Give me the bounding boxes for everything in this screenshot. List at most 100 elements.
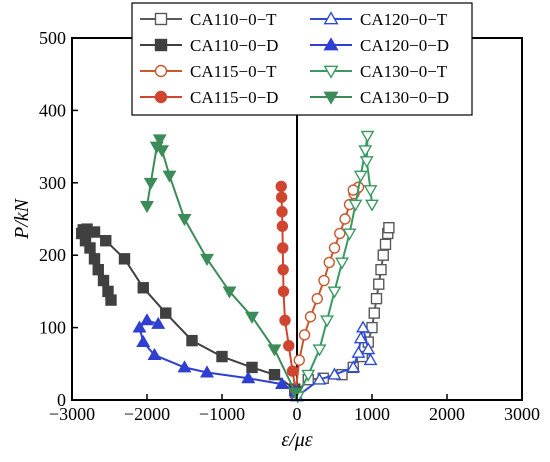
x-tick-label: 2000 bbox=[429, 404, 465, 424]
data-point bbox=[276, 206, 288, 218]
data-point bbox=[277, 263, 289, 276]
legend-label: CA130−0−D bbox=[360, 88, 449, 107]
x-tick-label: −1000 bbox=[199, 404, 245, 424]
data-point bbox=[360, 130, 375, 143]
data-point bbox=[288, 387, 303, 400]
data-point bbox=[275, 376, 289, 390]
data-point bbox=[277, 242, 289, 254]
data-point bbox=[216, 350, 228, 363]
data-point bbox=[346, 360, 361, 373]
series-line bbox=[146, 138, 297, 394]
legend-item: CA110−0−T bbox=[140, 10, 277, 29]
data-point bbox=[377, 249, 389, 261]
series-4 bbox=[275, 180, 302, 400]
data-point bbox=[140, 313, 154, 326]
data-point bbox=[241, 371, 256, 384]
data-point bbox=[100, 235, 112, 247]
legend-marker bbox=[154, 12, 168, 26]
data-point bbox=[327, 367, 342, 380]
data-point bbox=[149, 141, 164, 154]
data-point bbox=[246, 361, 258, 374]
x-tick-label: 1000 bbox=[354, 404, 390, 424]
legend-item: CA130−0−T bbox=[310, 62, 448, 81]
data-point bbox=[327, 286, 342, 299]
data-point bbox=[298, 329, 311, 341]
data-point bbox=[334, 227, 346, 240]
data-point bbox=[379, 238, 392, 251]
data-point bbox=[275, 180, 287, 193]
data-point bbox=[301, 369, 316, 382]
legend-box bbox=[131, 2, 473, 116]
data-point bbox=[279, 314, 291, 327]
data-point bbox=[97, 274, 110, 287]
x-tick-label: 0 bbox=[293, 404, 302, 424]
data-point bbox=[370, 292, 383, 305]
data-point bbox=[105, 294, 117, 306]
data-point bbox=[293, 354, 305, 366]
data-point bbox=[162, 170, 177, 183]
data-point bbox=[276, 220, 289, 232]
data-point bbox=[353, 331, 368, 344]
data-point bbox=[283, 340, 295, 352]
data-point bbox=[358, 145, 373, 158]
data-point bbox=[275, 191, 288, 203]
legend-item: CA120−0−T bbox=[310, 10, 448, 29]
data-point bbox=[132, 320, 147, 333]
data-point bbox=[363, 185, 378, 198]
legend-marker bbox=[154, 64, 168, 78]
data-point bbox=[137, 282, 149, 294]
data-point bbox=[222, 286, 237, 299]
series-layer bbox=[76, 130, 395, 404]
data-point bbox=[152, 134, 167, 147]
legend-label: CA115−0−D bbox=[190, 88, 278, 107]
series-2 bbox=[76, 223, 301, 395]
data-point bbox=[177, 360, 192, 373]
legend-marker bbox=[323, 65, 339, 79]
data-point bbox=[342, 228, 357, 241]
legend-label: CA110−0−T bbox=[190, 10, 277, 29]
legend-marker bbox=[323, 91, 339, 105]
legend-item: CA115−0−T bbox=[140, 62, 277, 81]
data-point bbox=[147, 347, 162, 361]
x-tick-label: −3000 bbox=[49, 404, 95, 424]
data-point bbox=[245, 311, 259, 324]
y-tick-label: 100 bbox=[39, 318, 66, 338]
data-point bbox=[365, 199, 379, 212]
data-point bbox=[363, 353, 378, 366]
data-point bbox=[277, 285, 290, 298]
data-point bbox=[140, 201, 154, 214]
data-point bbox=[151, 316, 166, 329]
data-point bbox=[160, 307, 172, 319]
legend-label: CA120−0−T bbox=[360, 10, 448, 29]
data-point bbox=[311, 292, 323, 305]
legend-item: CA120−0−D bbox=[310, 36, 449, 55]
data-point bbox=[136, 334, 151, 348]
data-point bbox=[177, 214, 192, 227]
legend-marker bbox=[154, 90, 168, 104]
legend-item: CA130−0−D bbox=[310, 88, 449, 107]
data-point bbox=[356, 320, 370, 333]
data-point bbox=[351, 345, 366, 358]
y-tick-label: 0 bbox=[57, 390, 66, 410]
data-point bbox=[268, 368, 281, 381]
data-point bbox=[361, 342, 376, 355]
data-point bbox=[383, 221, 395, 234]
legend: CA110−0−T CA120−0−T CA110−0−D CA120−0−D CA11… bbox=[131, 2, 473, 116]
x-axis-title: ε/με bbox=[281, 429, 312, 451]
legend-label: CA130−0−T bbox=[360, 62, 448, 81]
legend-label: CA115−0−T bbox=[190, 62, 277, 81]
data-point bbox=[312, 372, 327, 385]
data-point bbox=[368, 307, 380, 319]
data-point bbox=[88, 253, 101, 265]
y-tick-label: 200 bbox=[39, 245, 66, 265]
data-point bbox=[186, 334, 198, 347]
data-point bbox=[118, 253, 131, 265]
data-point bbox=[353, 170, 368, 183]
data-point bbox=[200, 253, 214, 266]
data-point bbox=[267, 344, 282, 357]
y-tick-label: 400 bbox=[39, 100, 66, 120]
data-point bbox=[328, 242, 341, 254]
series-8 bbox=[140, 134, 303, 400]
x-tick-label: 3000 bbox=[504, 404, 540, 424]
data-point bbox=[320, 315, 334, 328]
